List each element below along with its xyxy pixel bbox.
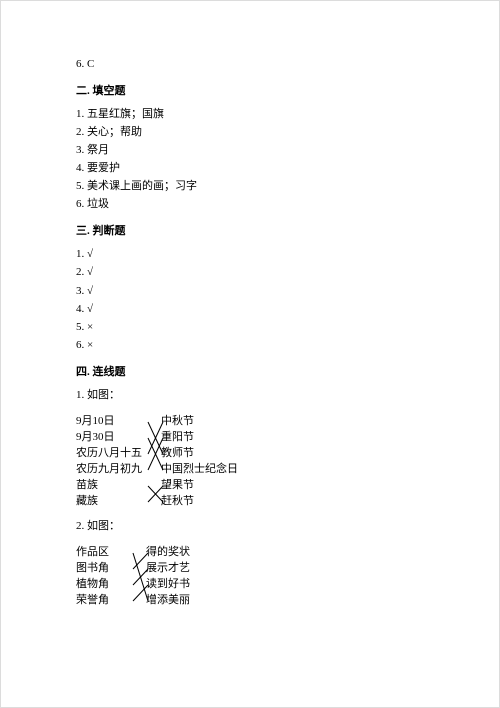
match-row: 9月30日重阳节 bbox=[76, 430, 281, 446]
document-page: 6. C 二. 填空题 1. 五星红旗；国旗2. 关心；帮助3. 祭月4. 要爱… bbox=[0, 0, 500, 708]
match-left-item: 植物角 bbox=[76, 576, 146, 593]
match-row: 图书角展示才艺 bbox=[76, 561, 251, 577]
match-right-item: 中国烈士纪念日 bbox=[161, 461, 281, 478]
match-right-item: 教师节 bbox=[161, 445, 281, 462]
fill-blank-item: 4. 要爱护 bbox=[76, 160, 439, 177]
match-right-item: 赶秋节 bbox=[161, 493, 281, 510]
match-block-2: 作品区得的奖状图书角展示才艺植物角读到好书荣誉角增添美丽 bbox=[76, 545, 251, 609]
match-left-item: 图书角 bbox=[76, 560, 146, 577]
fill-blank-item: 5. 美术课上画的画；习字 bbox=[76, 178, 439, 195]
match-row: 9月10日中秋节 bbox=[76, 414, 281, 430]
match-row: 农历九月初九中国烈士纪念日 bbox=[76, 462, 281, 478]
match-right-item: 增添美丽 bbox=[146, 592, 251, 609]
match-right-item: 得的奖状 bbox=[146, 544, 251, 561]
section-2-items: 1. 五星红旗；国旗2. 关心；帮助3. 祭月4. 要爱护5. 美术课上画的画；… bbox=[76, 106, 439, 213]
match-row: 作品区得的奖状 bbox=[76, 545, 251, 561]
match-row: 荣誉角增添美丽 bbox=[76, 593, 251, 609]
match-row: 农历八月十五教师节 bbox=[76, 446, 281, 462]
section-2-title: 二. 填空题 bbox=[76, 83, 439, 100]
match-row: 苗族望果节 bbox=[76, 478, 281, 494]
q2-label: 2. 如图： bbox=[76, 518, 439, 535]
section-3-title: 三. 判断题 bbox=[76, 223, 439, 240]
fill-blank-item: 2. 关心；帮助 bbox=[76, 124, 439, 141]
match-left-item: 9月10日 bbox=[76, 413, 156, 430]
q2-label-text: 2. 如图： bbox=[76, 518, 439, 535]
fill-blank-item: 1. 五星红旗；国旗 bbox=[76, 106, 439, 123]
item-6c: 6. C bbox=[76, 56, 439, 73]
match-row: 藏族赶秋节 bbox=[76, 494, 281, 510]
match-right-item: 望果节 bbox=[161, 477, 281, 494]
q1-label: 1. 如图： bbox=[76, 387, 439, 404]
q1-label-text: 1. 如图： bbox=[76, 387, 439, 404]
section-3-items: 1. √2. √ 3. √4. √5. ×6. × bbox=[76, 246, 439, 353]
match-row: 植物角读到好书 bbox=[76, 577, 251, 593]
true-false-item: 1. √ bbox=[76, 246, 439, 263]
true-false-item: 6. × bbox=[76, 337, 439, 354]
true-false-item: 4. √ bbox=[76, 301, 439, 318]
fill-blank-item: 6. 垃圾 bbox=[76, 196, 439, 213]
match-right-item: 重阳节 bbox=[161, 429, 281, 446]
match-left-item: 藏族 bbox=[76, 493, 156, 510]
true-false-item: 5. × bbox=[76, 319, 439, 336]
fill-blank-item: 3. 祭月 bbox=[76, 142, 439, 159]
match-right-item: 展示才艺 bbox=[146, 560, 251, 577]
match-left-item: 作品区 bbox=[76, 544, 146, 561]
true-false-item: 3. √ bbox=[76, 283, 439, 300]
match-left-item: 农历八月十五 bbox=[76, 445, 156, 462]
match-left-item: 9月30日 bbox=[76, 429, 156, 446]
match-left-item: 农历九月初九 bbox=[76, 461, 156, 478]
answer-line: 6. C bbox=[76, 56, 439, 73]
section-4-title: 四. 连线题 bbox=[76, 364, 439, 381]
true-false-item: 2. √ bbox=[76, 264, 439, 281]
match-right-item: 读到好书 bbox=[146, 576, 251, 593]
match-left-item: 荣誉角 bbox=[76, 592, 146, 609]
match-right-item: 中秋节 bbox=[161, 413, 281, 430]
match-left-item: 苗族 bbox=[76, 477, 156, 494]
match-block-1: 9月10日中秋节9月30日重阳节农历八月十五教师节农历九月初九中国烈士纪念日苗族… bbox=[76, 414, 281, 510]
